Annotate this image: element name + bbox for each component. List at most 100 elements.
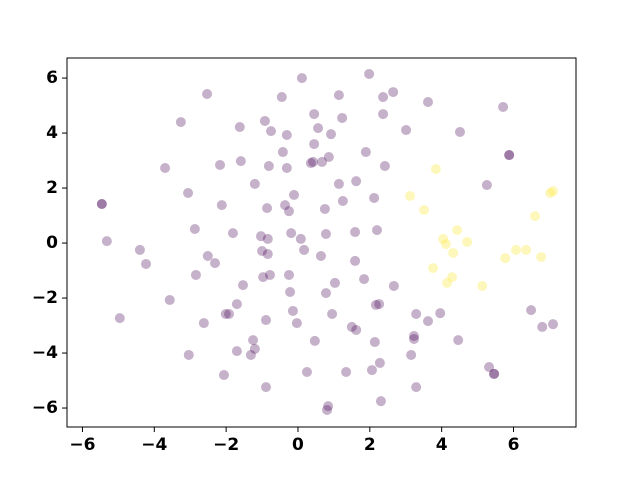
point [327,308,338,319]
point [511,244,522,255]
point [263,161,274,172]
x-tick-label: 6 [508,435,520,455]
point [218,370,229,381]
point [548,186,559,197]
point [419,205,430,216]
x-tick-label: −6 [69,435,95,455]
point [428,263,439,274]
point [235,156,246,167]
point [423,96,434,107]
point [405,191,416,202]
y-tick-label: −6 [32,398,58,418]
point [484,362,495,373]
point [442,277,453,288]
y-tick-label: −4 [32,343,58,363]
point [262,249,273,260]
point [305,158,316,169]
point [329,277,340,288]
point [504,150,515,161]
point [96,199,107,210]
point [333,90,344,101]
point [411,308,422,319]
point [249,178,260,189]
point [477,280,488,291]
x-tick-label: −4 [141,435,167,455]
point [309,139,320,150]
point [388,87,399,98]
point [216,200,227,211]
point [408,334,419,345]
point [258,272,269,283]
point [408,330,419,341]
y-tick-label: 2 [46,178,58,198]
point [198,318,209,329]
point [374,299,385,310]
point [255,231,266,242]
point [481,180,492,191]
point [141,258,152,269]
point [317,156,328,167]
point [333,178,344,189]
point [548,319,559,330]
point [315,250,326,261]
point [262,203,273,214]
point [351,324,362,335]
point [291,318,302,329]
point [366,365,377,376]
point [526,305,537,316]
x-tick-label: 2 [364,435,376,455]
point [489,368,500,379]
point [202,250,213,261]
point [261,382,272,393]
point [280,200,291,211]
point [189,224,200,235]
y-tick-label: 0 [46,233,58,253]
point [249,343,260,354]
point [296,73,307,84]
point [257,246,268,257]
point [231,346,242,357]
point [289,189,300,200]
point [360,147,371,158]
point [259,115,270,126]
point [190,269,201,280]
point [323,401,334,412]
point [371,225,382,236]
point [287,305,298,316]
point [231,299,242,310]
point [320,228,331,239]
point [369,192,380,203]
point [227,228,238,239]
x-tick-label: −2 [213,435,239,455]
point [234,122,245,133]
point [326,129,337,140]
point [521,244,532,255]
point [299,244,310,255]
point [375,396,386,407]
plot-frame [66,57,577,428]
point [209,258,220,269]
point [406,349,417,360]
point [530,211,541,222]
point [286,228,297,239]
point [220,308,231,319]
point [454,126,465,137]
point [264,269,275,280]
point [378,92,389,103]
point [341,367,352,378]
point [388,280,399,291]
point [452,225,463,236]
point [215,159,226,170]
point [350,255,361,266]
point [134,244,145,255]
point [322,404,333,415]
point [262,233,273,244]
point [261,315,272,326]
point [238,280,249,291]
point [364,68,375,79]
point [489,368,500,379]
point [435,308,446,319]
point [448,247,459,258]
